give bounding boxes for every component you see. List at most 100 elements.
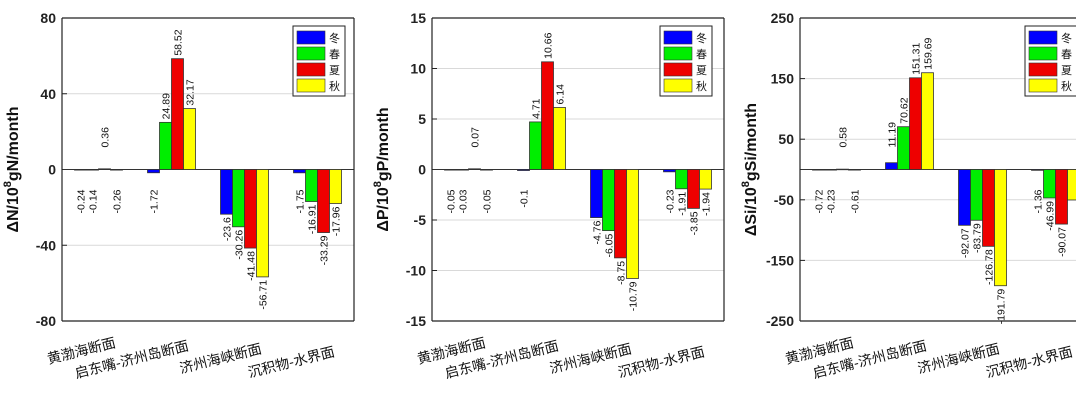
data-label: -0.05: [446, 189, 458, 213]
bar-summer: [910, 78, 922, 170]
legend-swatch-spring: [297, 47, 325, 60]
bar-spring: [306, 170, 318, 202]
bar-autumn: [111, 170, 123, 171]
bar-summer: [688, 170, 700, 209]
data-label: -0.26: [112, 189, 124, 213]
y-tick-label: 250: [771, 10, 795, 26]
y-tick-label: 150: [771, 71, 795, 87]
data-label: -17.96: [331, 206, 343, 236]
y-tick-label: 15: [410, 10, 426, 26]
legend-swatch-winter: [1029, 31, 1057, 44]
data-label: -1.75: [295, 189, 307, 213]
bar-winter: [591, 170, 603, 218]
bar-summer: [172, 59, 184, 170]
bar-summer: [99, 169, 111, 170]
data-label: -0.23: [665, 189, 677, 213]
data-label: 58.52: [173, 29, 185, 55]
bar-summer: [245, 170, 257, 249]
data-label: 4.71: [531, 98, 543, 119]
bar-winter: [1032, 170, 1044, 171]
bar-summer: [542, 62, 554, 170]
chart-panel-1: 80400-40-80-0.24-0.140.36-0.26黄渤海断面-1.72…: [2, 10, 354, 382]
bar-spring: [530, 122, 542, 170]
data-label: 32.17: [185, 79, 197, 105]
data-label: -8.75: [616, 261, 628, 285]
bar-spring: [676, 170, 688, 189]
bar-winter: [959, 170, 971, 226]
legend-swatch-autumn: [297, 79, 325, 92]
bar-summer: [469, 169, 481, 170]
data-label: 0.58: [838, 127, 850, 148]
data-label: -46.99: [1045, 201, 1057, 231]
data-label: 151.31: [911, 43, 923, 75]
data-label: -23.6: [222, 217, 234, 241]
data-label: -3.85: [689, 211, 701, 235]
bar-winter: [518, 170, 530, 171]
y-tick-label: -80: [36, 313, 56, 329]
y-axis-label: ΔN/108gN/month: [2, 106, 22, 232]
bar-autumn: [184, 109, 196, 170]
bar-winter: [75, 170, 87, 171]
legend-swatch-summer: [297, 63, 325, 76]
data-label: -1.36: [1033, 189, 1045, 213]
bar-winter: [664, 170, 676, 172]
data-label: -0.24: [76, 189, 88, 213]
data-label: -1.91: [677, 192, 689, 216]
bar-spring: [160, 122, 172, 169]
legend-label: 春: [1061, 48, 1072, 61]
bar-summer: [318, 170, 330, 233]
legend-swatch-winter: [664, 31, 692, 44]
bar-autumn: [481, 170, 493, 171]
bar-autumn: [627, 170, 639, 279]
data-label: -1.72: [149, 189, 161, 213]
legend-label: 秋: [329, 79, 340, 93]
bar-autumn: [554, 107, 566, 169]
data-label: 11.19: [887, 122, 899, 148]
data-label: -92.07: [960, 228, 972, 258]
bar-spring: [1044, 170, 1056, 198]
data-label: -90.07: [1057, 227, 1069, 257]
data-label: -0.14: [88, 189, 100, 213]
y-tick-label: -15: [406, 313, 426, 329]
y-tick-label: 0: [418, 162, 426, 178]
bar-autumn: [700, 170, 712, 190]
data-label: -83.79: [972, 223, 984, 253]
legend-label: 冬: [1061, 31, 1072, 45]
legend-label: 秋: [1061, 79, 1072, 93]
data-label: -0.72: [814, 189, 826, 213]
bar-autumn: [995, 170, 1007, 286]
bar-spring: [898, 127, 910, 170]
data-label: -33.29: [319, 235, 331, 265]
legend-label: 夏: [696, 64, 707, 77]
bar-spring: [87, 170, 99, 171]
data-label: 0.36: [100, 127, 112, 148]
bar-summer: [837, 169, 849, 170]
y-tick-label: 0: [48, 162, 56, 178]
data-label: 10.66: [543, 32, 555, 58]
bar-spring: [457, 170, 469, 171]
data-label: -191.79: [996, 289, 1008, 325]
legend-label: 冬: [696, 31, 707, 45]
data-label: -41.48: [246, 251, 258, 281]
legend-swatch-spring: [1029, 47, 1057, 60]
data-label: 6.14: [555, 84, 567, 105]
bar-summer: [615, 170, 627, 258]
bar-spring: [971, 170, 983, 221]
data-label: -4.76: [592, 220, 604, 244]
y-tick-label: 40: [40, 86, 56, 102]
y-tick-label: 10: [410, 61, 426, 77]
chart-panel-2: 151050-5-10-15-0.05-0.030.07-0.05黄渤海断面-0…: [372, 10, 724, 382]
bar-winter: [148, 170, 160, 173]
y-tick-label: -150: [766, 252, 794, 268]
bar-winter: [813, 170, 825, 171]
bar-winter: [886, 163, 898, 170]
data-label: -0.05: [482, 189, 494, 213]
y-tick-label: 50: [778, 131, 794, 147]
bar-autumn: [849, 170, 861, 171]
legend-swatch-spring: [664, 47, 692, 60]
